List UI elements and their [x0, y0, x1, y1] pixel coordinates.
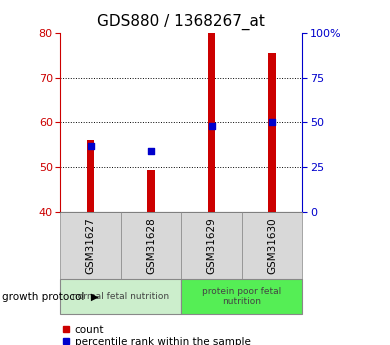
Text: GSM31627: GSM31627 [86, 217, 96, 274]
Point [269, 120, 275, 125]
Bar [87, 140, 94, 212]
Point [148, 148, 154, 154]
Point [88, 143, 94, 149]
Text: protein poor fetal
nutrition: protein poor fetal nutrition [202, 287, 282, 306]
Text: GSM31630: GSM31630 [267, 217, 277, 274]
Legend: count, percentile rank within the sample: count, percentile rank within the sample [58, 321, 255, 345]
Title: GDS880 / 1368267_at: GDS880 / 1368267_at [98, 14, 265, 30]
Point [209, 123, 215, 129]
Bar [147, 169, 155, 212]
Text: growth protocol  ▶: growth protocol ▶ [2, 292, 99, 302]
Text: GSM31628: GSM31628 [146, 217, 156, 274]
Bar [268, 53, 276, 212]
Text: normal fetal nutrition: normal fetal nutrition [72, 292, 170, 301]
Bar [208, 33, 215, 212]
Text: GSM31629: GSM31629 [207, 217, 216, 274]
